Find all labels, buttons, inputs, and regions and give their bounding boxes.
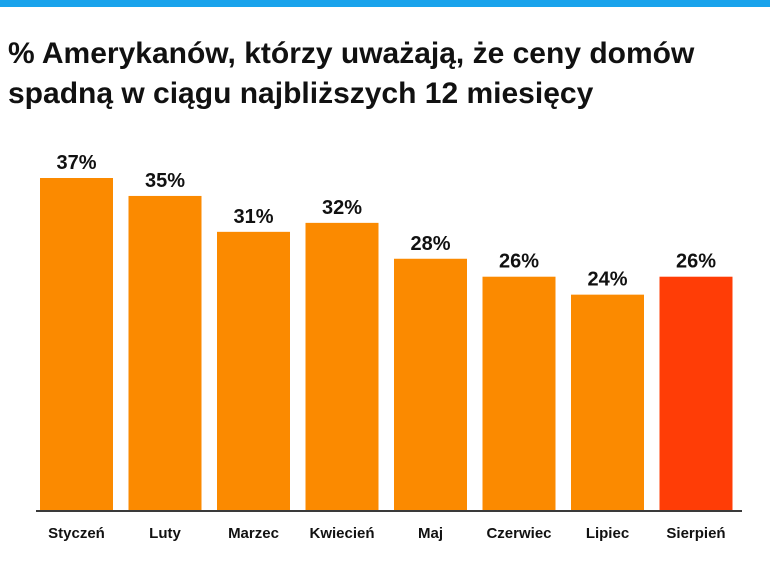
bar-maj <box>394 258 467 510</box>
bar-lipiec <box>571 294 644 510</box>
chart-title: % Amerykanów, którzy uważają, że ceny do… <box>8 34 748 114</box>
bar-kwiecień <box>305 222 379 510</box>
value-label: 28% <box>410 233 450 255</box>
category-label: Maj <box>418 525 443 542</box>
value-label: 26% <box>499 251 539 273</box>
bar-czerwiec <box>482 276 556 510</box>
category-label: Czerwiec <box>486 525 551 542</box>
value-label: 31% <box>233 206 273 228</box>
bar-sierpień <box>659 276 733 510</box>
category-label: Kwiecień <box>309 525 374 542</box>
bar-styczeń <box>40 178 113 510</box>
value-label: 26% <box>676 251 716 273</box>
chart-title-line-2: spadną w ciągu najbliższych 12 miesięcy <box>8 77 594 110</box>
value-label: 24% <box>587 269 627 291</box>
bar-marzec <box>217 231 290 511</box>
bar-group <box>40 178 733 511</box>
chart-title-line-1: % Amerykanów, którzy uważają, że ceny do… <box>8 37 695 70</box>
category-label: Luty <box>149 525 181 542</box>
category-label: Lipiec <box>586 525 629 542</box>
category-label-group: Styczeń Luty Marzec Kwiecień Maj Czerwiec Lipi… <box>48 525 725 542</box>
value-label: 32% <box>322 197 362 219</box>
category-label: Sierpień <box>666 525 725 542</box>
value-label: 35% <box>145 170 185 192</box>
bar-luty <box>128 195 202 510</box>
value-label-group: 37% 35% 31% 32% 28% 26% 24% 26% <box>56 152 716 291</box>
top-accent-bar <box>0 0 770 7</box>
category-label: Marzec <box>228 525 279 542</box>
value-label: 37% <box>56 152 96 174</box>
category-label: Styczeń <box>48 525 105 542</box>
